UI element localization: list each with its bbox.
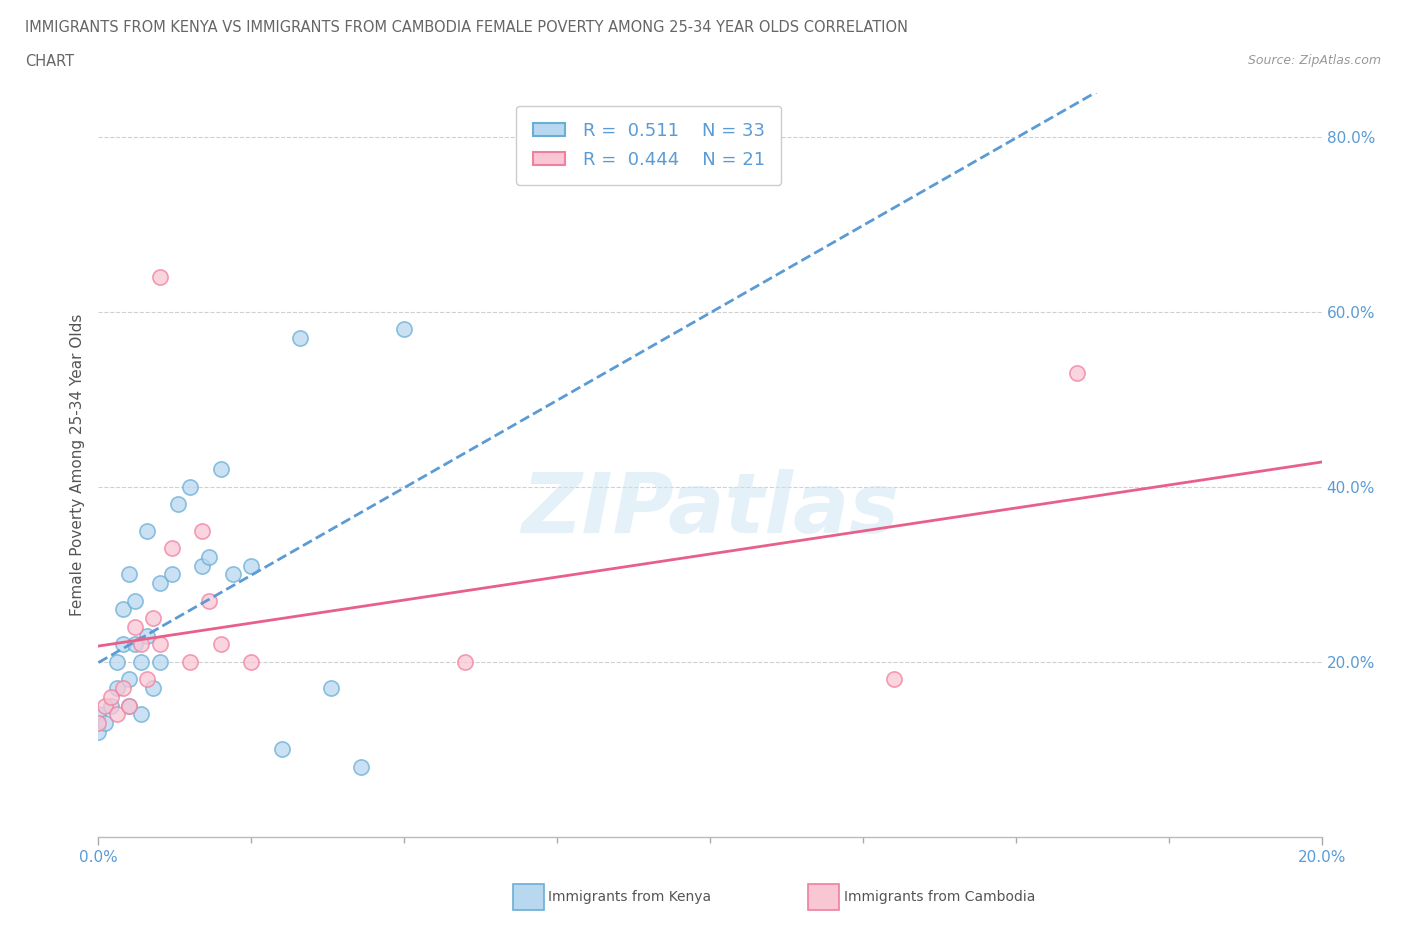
Point [111, 681, 134, 696]
Point [136, 672, 159, 687]
Point [197, 593, 219, 608]
Point [93, 716, 115, 731]
Point [118, 698, 141, 713]
Point [209, 462, 232, 477]
Point [149, 655, 172, 670]
Point [111, 602, 134, 617]
Point [160, 540, 183, 555]
Point [222, 567, 245, 582]
Point [454, 655, 477, 670]
Point [136, 629, 159, 644]
Point [129, 707, 152, 722]
Point [149, 270, 172, 285]
Point [129, 637, 152, 652]
Point [392, 322, 416, 337]
Text: Immigrants from Kenya: Immigrants from Kenya [548, 890, 711, 905]
Point [149, 637, 172, 652]
Point [118, 567, 141, 582]
Point [105, 655, 128, 670]
Text: Source: ZipAtlas.com: Source: ZipAtlas.com [1247, 54, 1381, 67]
Point [350, 760, 373, 775]
Text: Immigrants from Cambodia: Immigrants from Cambodia [844, 890, 1035, 905]
Point [87, 724, 110, 739]
Point [129, 655, 152, 670]
Point [124, 637, 146, 652]
Point [179, 655, 201, 670]
Point [149, 576, 172, 591]
Point [1066, 365, 1088, 380]
Y-axis label: Female Poverty Among 25-34 Year Olds: Female Poverty Among 25-34 Year Olds [69, 313, 84, 617]
Point [136, 524, 159, 538]
Point [105, 681, 128, 696]
Legend: R =  0.511    N = 33, R =  0.444    N = 21: R = 0.511 N = 33, R = 0.444 N = 21 [516, 106, 782, 185]
Point [100, 698, 122, 713]
Point [240, 558, 263, 573]
Point [290, 331, 312, 346]
Point [191, 524, 214, 538]
Point [270, 742, 292, 757]
Point [319, 681, 342, 696]
Point [87, 716, 110, 731]
Point [142, 681, 165, 696]
Point [124, 593, 146, 608]
Point [240, 655, 263, 670]
Point [883, 672, 905, 687]
Point [124, 619, 146, 634]
Text: ZIPatlas: ZIPatlas [522, 469, 898, 551]
Point [191, 558, 214, 573]
Point [87, 707, 110, 722]
Point [118, 672, 141, 687]
Point [118, 698, 141, 713]
Point [179, 480, 201, 495]
Point [111, 637, 134, 652]
Point [160, 567, 183, 582]
Point [105, 707, 128, 722]
Point [93, 698, 115, 713]
Point [167, 497, 190, 512]
Point [209, 637, 232, 652]
Point [197, 550, 219, 565]
Point [142, 611, 165, 626]
Point [100, 689, 122, 704]
Text: IMMIGRANTS FROM KENYA VS IMMIGRANTS FROM CAMBODIA FEMALE POVERTY AMONG 25-34 YEA: IMMIGRANTS FROM KENYA VS IMMIGRANTS FROM… [25, 20, 908, 35]
Text: CHART: CHART [25, 54, 75, 69]
